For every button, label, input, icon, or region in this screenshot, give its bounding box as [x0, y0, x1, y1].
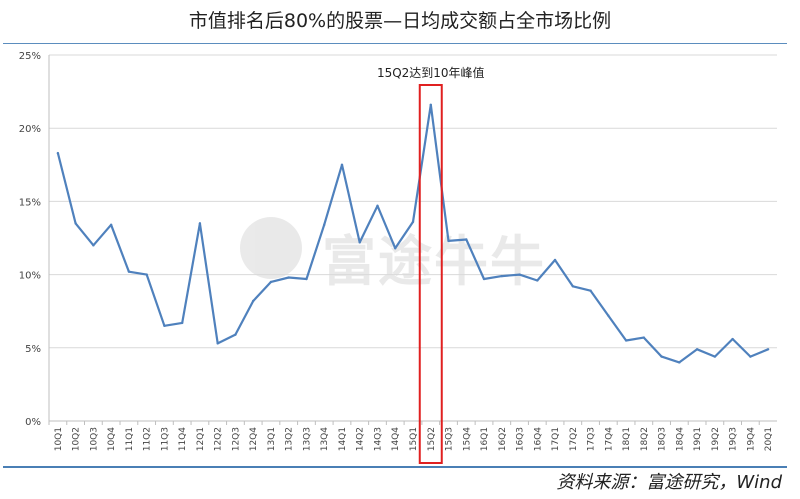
data-point — [553, 258, 557, 262]
x-tick-label: 18Q1 — [622, 427, 632, 451]
x-tick-label: 13Q2 — [285, 427, 295, 451]
x-tick-label: 12Q3 — [231, 427, 241, 451]
data-point — [536, 279, 539, 282]
data-point — [305, 277, 308, 281]
x-tick-label: 20Q1 — [764, 427, 774, 451]
x-tick-label: 11Q3 — [160, 427, 170, 451]
data-point — [589, 289, 592, 292]
x-tick-label: 16Q1 — [480, 427, 490, 451]
x-tick-label: 19Q2 — [711, 427, 721, 451]
data-point — [482, 277, 486, 281]
x-tick-label: 18Q3 — [658, 427, 668, 451]
x-tick-label: 14Q1 — [338, 427, 348, 451]
x-tick-label: 19Q1 — [693, 427, 703, 451]
data-point — [695, 348, 699, 351]
x-tick-label: 18Q4 — [675, 427, 685, 452]
x-tick-label: 13Q3 — [302, 427, 312, 451]
x-tick-label: 17Q1 — [551, 427, 561, 451]
data-point — [642, 336, 646, 339]
data-point — [92, 244, 95, 247]
y-tick-label: 5% — [25, 344, 41, 355]
data-point — [607, 314, 610, 317]
peak-highlight-box — [418, 84, 443, 464]
y-tick-label: 25% — [19, 51, 41, 62]
x-tick-label: 17Q2 — [569, 427, 579, 451]
x-tick-label: 14Q3 — [373, 427, 383, 451]
data-point — [429, 103, 432, 106]
x-tick-label: 11Q1 — [125, 427, 135, 451]
data-point — [358, 241, 361, 244]
x-tick-label: 17Q4 — [604, 427, 614, 452]
data-point — [411, 220, 415, 224]
x-tick-label: 16Q2 — [498, 427, 508, 451]
data-point — [749, 355, 752, 358]
y-tick-label: 10% — [19, 271, 41, 282]
x-tick-label: 12Q4 — [249, 427, 259, 452]
source-divider — [3, 466, 787, 468]
x-tick-label: 10Q2 — [72, 427, 82, 451]
x-tick-label: 18Q2 — [640, 427, 650, 451]
data-point — [269, 280, 273, 284]
x-tick-label: 14Q4 — [391, 427, 401, 452]
data-point — [163, 324, 166, 328]
x-tick-label: 11Q2 — [143, 427, 153, 451]
title-divider — [3, 43, 787, 44]
data-point — [251, 299, 255, 303]
series-line — [56, 103, 769, 364]
x-tick-label: 11Q4 — [178, 427, 188, 452]
y-tick-label: 20% — [19, 124, 41, 135]
y-tick-label: 15% — [19, 197, 41, 208]
x-tick-label: 17Q3 — [587, 427, 597, 451]
data-point — [624, 339, 628, 342]
data-point — [74, 222, 77, 225]
data-point — [678, 361, 681, 364]
x-tick-label: 15Q3 — [445, 427, 455, 451]
x-tick-label: 10Q4 — [107, 427, 117, 452]
x-tick-label: 15Q1 — [409, 427, 419, 451]
data-point — [500, 274, 503, 278]
data-point — [731, 337, 734, 341]
x-tick-label: 10Q3 — [89, 427, 99, 451]
watermark-logo-icon — [240, 217, 302, 279]
data-point — [145, 273, 148, 276]
x-tick-label: 19Q3 — [729, 427, 739, 451]
data-point — [56, 151, 60, 155]
data-point — [323, 223, 326, 227]
data-point — [518, 273, 521, 276]
data-point — [766, 348, 770, 351]
data-point — [198, 222, 202, 225]
peak-annotation: 15Q2达到10年峰值 — [377, 65, 485, 80]
data-point — [180, 321, 184, 325]
data-point — [234, 333, 237, 336]
x-tick-label: 13Q1 — [267, 427, 277, 451]
data-point — [216, 342, 219, 345]
x-tick-label: 13Q4 — [320, 427, 330, 452]
data-point — [447, 239, 450, 243]
source-note: 资料来源：富途研究，Wind — [556, 472, 782, 493]
data-point — [394, 247, 397, 250]
data-point — [465, 238, 468, 241]
data-point — [340, 163, 344, 166]
data-point — [571, 285, 575, 288]
x-tick-label: 19Q4 — [746, 427, 756, 452]
data-point — [109, 223, 113, 227]
x-tick-label: 14Q2 — [356, 427, 366, 451]
data-point — [376, 204, 379, 207]
x-tick-label: 12Q1 — [196, 427, 206, 451]
x-tick-label: 16Q4 — [533, 427, 543, 452]
data-point — [127, 270, 131, 273]
x-tick-label: 15Q2 — [427, 427, 437, 451]
data-point — [287, 276, 290, 279]
y-tick-label: 0% — [25, 417, 41, 428]
data-point — [713, 355, 717, 358]
x-tick-label: 16Q3 — [516, 427, 526, 451]
x-tick-label: 15Q4 — [462, 427, 472, 452]
data-point — [660, 355, 663, 358]
x-tick-label: 10Q1 — [54, 427, 64, 451]
x-tick-label: 12Q2 — [214, 427, 224, 451]
chart-title: 市值排名后80%的股票—日均成交额占全市场比例 — [188, 10, 612, 32]
